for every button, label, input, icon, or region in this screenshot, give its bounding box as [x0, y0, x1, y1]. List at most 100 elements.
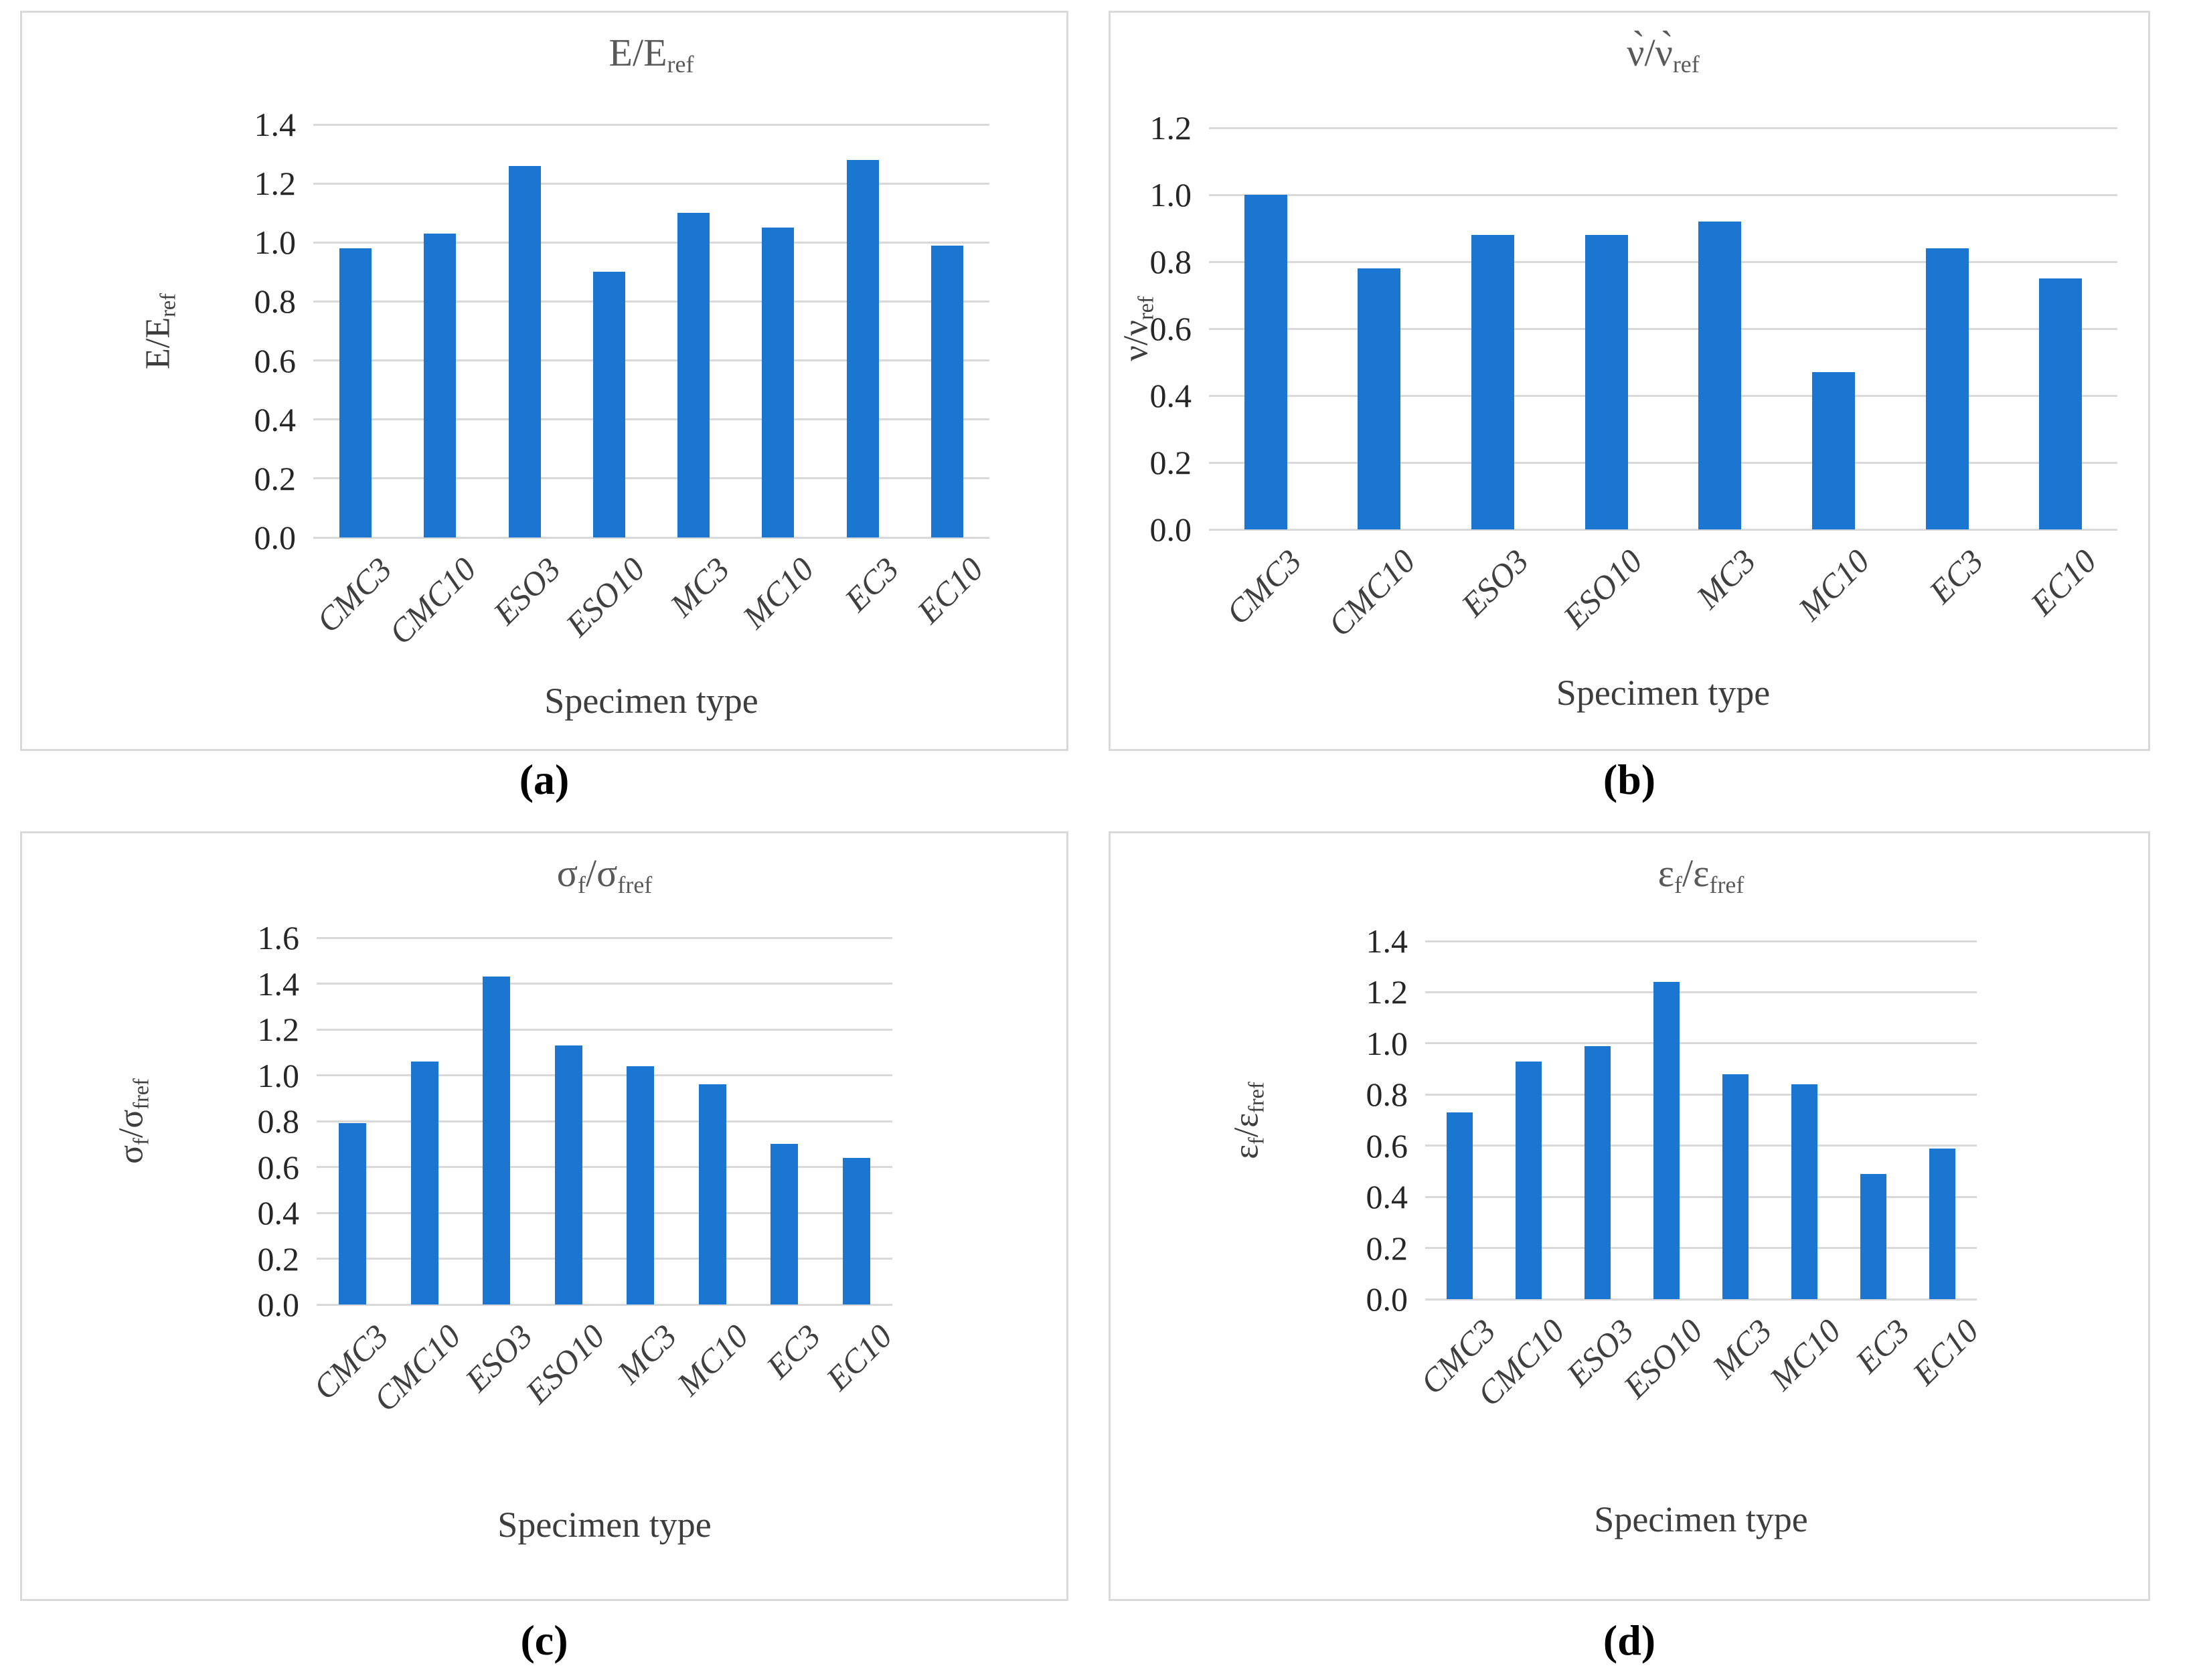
bar-CMC10 [1516, 1062, 1542, 1299]
x-category-label-MC10: MC10 [1761, 1311, 1848, 1398]
y-tick-label: 0.8 [257, 1102, 300, 1140]
y-axis-label-a: E/Eref [139, 292, 180, 369]
chart-panel-c: σf/σfref σf/σfref Specimen type 1.6 1.4 1.… [20, 831, 1068, 1601]
y-tick-label: 0.0 [1149, 511, 1192, 548]
x-category-label-EC10: EC10 [819, 1317, 900, 1398]
y-axis-label-d: εf/εfref [1227, 1081, 1269, 1159]
bar-CMC3 [1447, 1112, 1473, 1299]
y-tick-label: 1.4 [1366, 922, 1408, 960]
panel-caption-d: (d) [1603, 1616, 1656, 1664]
bar-MC3 [1722, 1074, 1749, 1299]
bar-CMC3 [339, 248, 372, 537]
x-axis-title-d: Specimen type [1594, 1499, 1808, 1539]
x-category-label-ESO3: ESO3 [485, 550, 568, 632]
bar-ESO10 [555, 1045, 582, 1305]
y-tick-label: 0.2 [1366, 1229, 1408, 1267]
chart-title-a: E/Eref [608, 31, 694, 78]
x-axis-title-c: Specimen type [497, 1505, 712, 1545]
chart-title-c: σf/σfref [556, 851, 653, 899]
y-tick-label: 0.4 [257, 1194, 300, 1232]
x-category-label-MC10: MC10 [669, 1317, 756, 1403]
gridline [1425, 1093, 1977, 1096]
x-category-label-ESO10: ESO10 [517, 1317, 612, 1411]
x-category-label-ESO3: ESO3 [1454, 541, 1536, 624]
y-tick-label: 0.0 [1366, 1280, 1408, 1318]
gridline [1425, 1298, 1977, 1300]
gridline [317, 1258, 892, 1260]
chart-panel-a: E/Eref E/Eref Specimen type 1.4 1.2 1.0 0.8… [20, 11, 1068, 751]
y-tick-label: 1.4 [254, 106, 297, 143]
gridline [317, 1120, 892, 1122]
gridline [1425, 940, 1977, 942]
y-tick-label: 1.0 [1149, 176, 1192, 214]
gridline [1425, 1195, 1977, 1198]
gridline [1209, 461, 2117, 464]
gridline [1209, 394, 2117, 397]
y-tick-label: 1.2 [1149, 109, 1192, 147]
y-tick-label: 0.2 [257, 1240, 300, 1278]
y-tick-label: 1.0 [254, 224, 297, 262]
gridline [1209, 193, 2117, 196]
x-category-label-EC3: EC3 [837, 550, 906, 619]
gridline [1425, 991, 1977, 993]
y-tick-label: 0.0 [257, 1286, 300, 1323]
bar-MC3 [1698, 222, 1741, 529]
bar-EC3 [1860, 1174, 1886, 1299]
bar-MC10 [699, 1084, 726, 1305]
x-axis-title-b: Specimen type [1556, 673, 1771, 713]
y-tick-label: 0.2 [254, 459, 297, 497]
y-tick-label: 1.2 [257, 1011, 300, 1048]
chart-panel-d: εf/εfref εf/εfref Specimen type 1.4 1.2 1.… [1109, 831, 2150, 1601]
x-category-label-ESO10: ESO10 [1556, 541, 1649, 636]
gridline [317, 1211, 892, 1214]
y-tick-label: 1.6 [257, 919, 300, 956]
bar-EC10 [931, 246, 963, 537]
bar-EC3 [847, 160, 879, 537]
bar-EC3 [1926, 248, 1969, 529]
bar-MC10 [1812, 372, 1855, 529]
x-category-label-CMC3: CMC3 [1219, 541, 1309, 632]
bar-MC10 [1791, 1084, 1817, 1299]
x-category-label-EC10: EC10 [910, 550, 991, 631]
gridline [317, 1166, 892, 1168]
gridline [317, 1303, 892, 1306]
y-tick-label: 1.4 [257, 964, 300, 1003]
x-category-label-EC3: EC3 [1848, 1311, 1917, 1381]
x-axis-title-a: Specimen type [544, 681, 758, 721]
bar-ESO3 [1585, 1046, 1611, 1299]
x-category-label-CMC10: CMC10 [382, 550, 483, 652]
gridline [317, 1074, 892, 1076]
gridline [313, 300, 989, 303]
y-tick-label: 0.8 [1366, 1076, 1408, 1114]
x-category-label-MC10: MC10 [735, 550, 821, 636]
bar-EC3 [770, 1144, 798, 1305]
bar-CMC10 [1358, 268, 1400, 529]
y-tick-label: 0.8 [1149, 243, 1192, 280]
bar-ESO3 [483, 977, 510, 1305]
x-category-label-EC3: EC3 [1921, 541, 1990, 611]
chart-panel-b: ν̀/ν̀ref ν/νref Specimen type 1.2 1.0 0.8 0… [1109, 11, 2150, 751]
gridline [1425, 1145, 1977, 1147]
gridline [313, 536, 989, 539]
bar-ESO3 [509, 166, 541, 537]
bar-MC10 [762, 228, 794, 537]
bar-EC10 [1929, 1149, 1955, 1299]
y-tick-label: 0.4 [254, 400, 297, 438]
x-category-label-EC10: EC10 [1904, 1311, 1985, 1392]
bar-ESO10 [593, 272, 625, 537]
gridline [313, 477, 989, 480]
gridline [317, 936, 892, 939]
chart-title-b: ν̀/ν̀ref [1627, 31, 1700, 78]
gridline [317, 983, 892, 985]
chart-title-d: εf/εfref [1657, 851, 1744, 899]
gridline [1209, 260, 2117, 263]
bar-ESO10 [1653, 982, 1680, 1299]
gridline [313, 182, 989, 185]
gridline [313, 123, 989, 126]
gridline [1209, 127, 2117, 129]
gridline [1425, 1042, 1977, 1045]
gridline [313, 241, 989, 244]
x-category-label-EC10: EC10 [2023, 541, 2104, 622]
x-category-label-MC3: MC3 [609, 1317, 684, 1392]
gridline [1425, 1247, 1977, 1250]
